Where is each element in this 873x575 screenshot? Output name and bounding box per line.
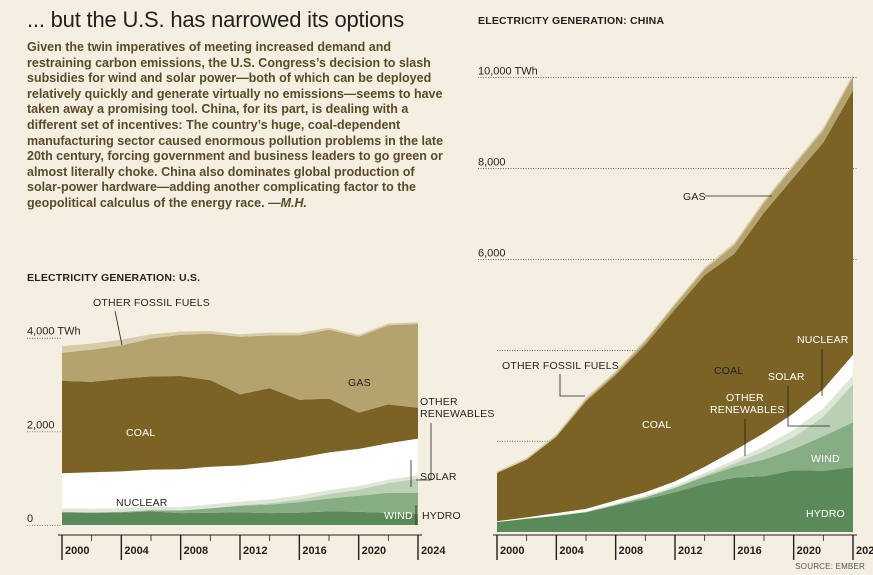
area-solar	[62, 478, 418, 513]
x-tick-label: 2000	[65, 545, 89, 557]
x-tick-label: 2004	[559, 545, 584, 557]
y-tick-label: 4,000 TWh	[27, 326, 81, 338]
y-tick-label: 10,000 TWh	[478, 66, 538, 78]
y-tick-label: 0	[27, 513, 33, 525]
area-solar	[497, 384, 853, 522]
y-tick-label: 8,000	[478, 157, 506, 169]
label-other-renewables-line1: OTHER	[726, 392, 764, 404]
label-other-renewables-line2: RENEWABLES	[710, 404, 785, 416]
label-wind: WIND	[384, 510, 413, 522]
area-hydro	[62, 511, 418, 525]
label-hydro: HYDRO	[422, 510, 461, 522]
label-other-fossil-fuels: OTHER FOSSIL FUELS	[502, 360, 619, 372]
leader-solar	[787, 386, 830, 427]
y-tick-label: 2,000	[27, 419, 55, 431]
x-tick-label: 2024	[856, 545, 873, 557]
label-other-fossil-fuels: OTHER FOSSIL FUELS	[93, 297, 210, 309]
label-solar: SOLAR	[420, 471, 457, 483]
area-hydro	[497, 467, 853, 532]
x-tick-label: 2020	[362, 545, 386, 557]
x-tick-label: 2020	[797, 545, 821, 557]
label-gas: GAS	[348, 377, 371, 389]
label-other-renewables-line1: OTHER	[420, 396, 458, 408]
area-wind	[497, 422, 853, 522]
area-wind	[62, 492, 418, 514]
x-tick-label: 2008	[619, 545, 643, 557]
label-wind: WIND	[811, 453, 840, 465]
y-tick-label: 6,000	[478, 247, 506, 259]
leader-other-fossil-fuels	[559, 374, 585, 397]
x-tick-label: 2016	[737, 545, 761, 557]
x-tick-label: 2004	[124, 545, 149, 557]
label-gas: GAS	[683, 191, 706, 203]
label-coal: COAL	[126, 427, 155, 439]
us-chart: 4,000 TWh 2,000 0 2000 2004 2008 2012 2016 2020 2…	[27, 297, 495, 560]
x-tick-label: 2024	[421, 545, 446, 557]
label-nuclear: NUCLEAR	[797, 334, 849, 346]
headline: ... but the U.S. has narrowed its option…	[27, 7, 405, 32]
x-tick-label: 2000	[500, 545, 524, 557]
label-solar: SOLAR	[768, 371, 805, 383]
x-tick-label: 2016	[302, 545, 326, 557]
label-other-renewables-line2: RENEWABLES	[420, 408, 495, 420]
china-chart-title: ELECTRICITY GENERATION: CHINA	[478, 15, 665, 27]
area-gas	[62, 323, 418, 413]
label-coal: COAL	[642, 419, 671, 431]
label-nuclear: NUCLEAR	[116, 497, 168, 509]
x-tick-label: 2012	[678, 545, 702, 557]
x-tick-label: 2012	[243, 545, 267, 557]
author-signature: —M.H.	[268, 195, 307, 210]
area-coal	[497, 90, 853, 522]
body-text: Given the twin imperatives of meeting in…	[27, 40, 447, 212]
label-hydro: HYDRO	[806, 508, 845, 520]
label-coal-inner: COAL	[714, 365, 743, 377]
leader-other-fossil-fuels	[114, 310, 123, 346]
area-coal	[62, 376, 418, 474]
area-other-renewables	[62, 475, 418, 513]
body-paragraph: Given the twin imperatives of meeting in…	[27, 40, 444, 210]
area-nuclear	[62, 438, 418, 509]
x-tick-label: 2008	[184, 545, 208, 557]
source-credit: SOURCE: EMBER	[795, 562, 865, 571]
leader-other-renewables	[416, 423, 432, 481]
china-chart: 10,000 TWh 8,000 6,000 2000 2004 2008 2012 2016…	[478, 66, 873, 560]
us-chart-title: ELECTRICITY GENERATION: U.S.	[27, 272, 201, 284]
